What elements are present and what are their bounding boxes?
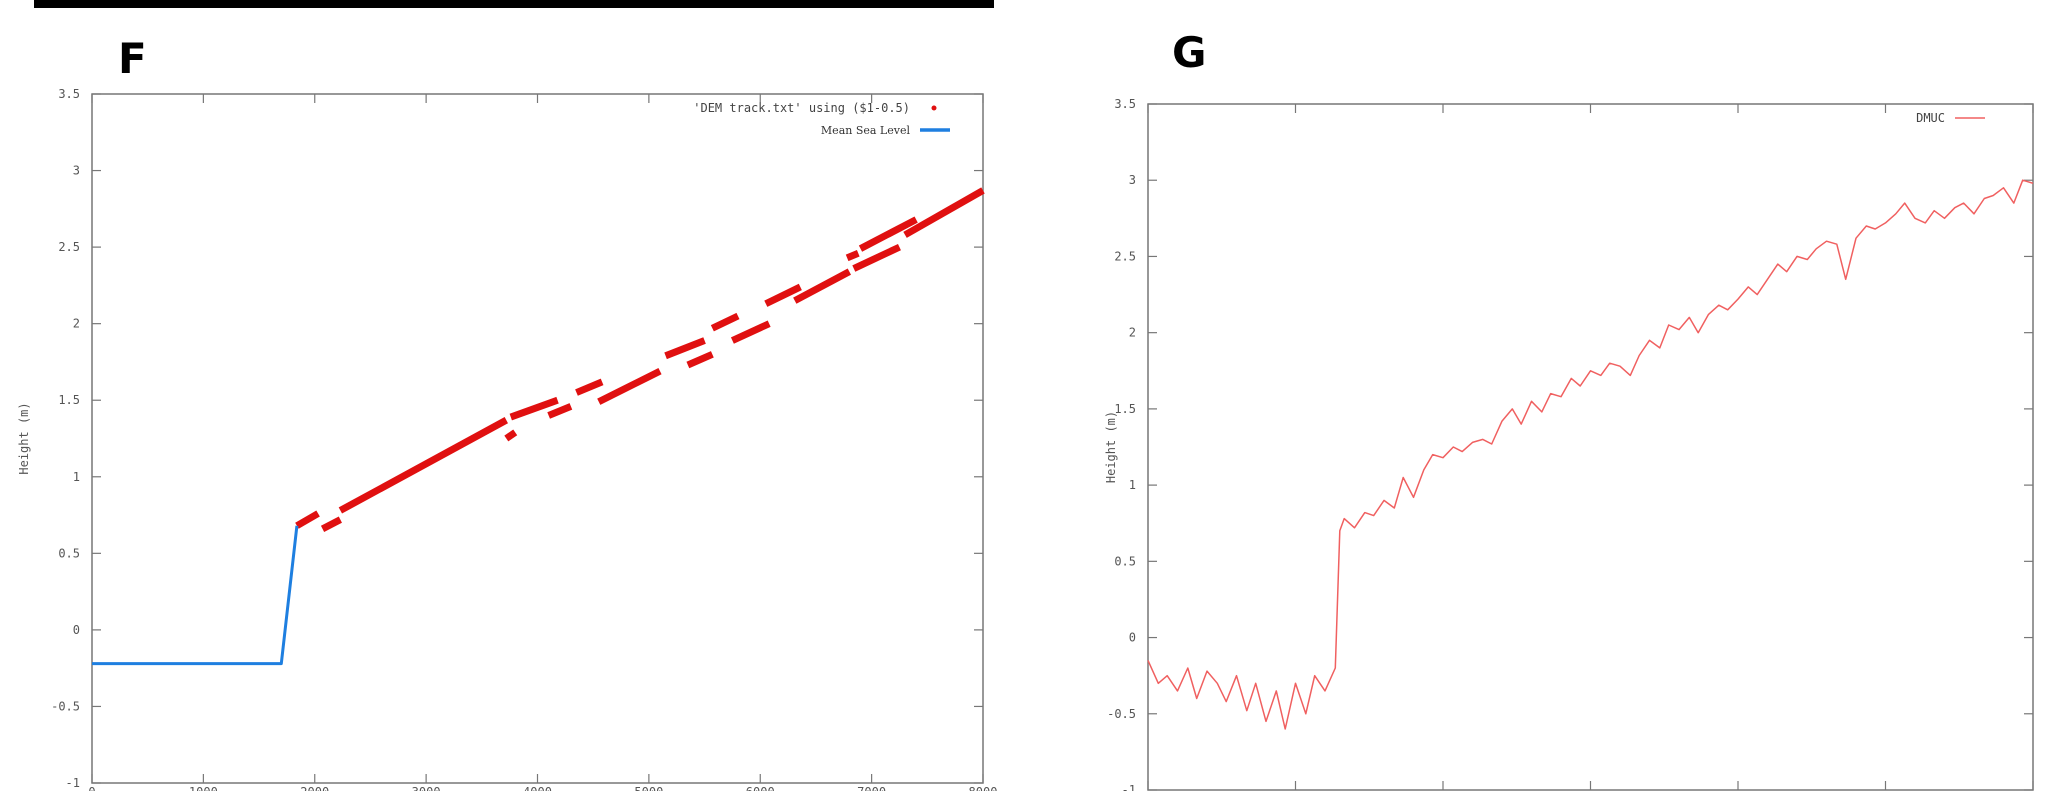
data-segment (764, 283, 802, 307)
data-segment (903, 187, 985, 238)
data-segment (664, 337, 706, 360)
chart-g: -1 -0.5 0 0.5 1 1.5 2 2.5 3 3.5 Height (m) DMUC (1104, 97, 2034, 791)
panel-letter-f: F (118, 34, 147, 83)
x-tick-label: 7000 (857, 785, 886, 791)
y-tick-label: 3 (73, 164, 80, 178)
data-segment (504, 429, 518, 442)
y-tick-label: 2 (73, 317, 80, 331)
y-tick-label: 2 (1129, 326, 1136, 340)
plot-frame (1147, 103, 2034, 791)
data-segment (852, 243, 901, 272)
series-line (92, 525, 299, 666)
data-segment (575, 378, 604, 396)
y-tick-label: 0.5 (1114, 554, 1136, 568)
y-tick-label: -1 (1122, 783, 1136, 791)
y-tick-label: -0.5 (1107, 707, 1136, 721)
data-segment (793, 268, 851, 304)
data-segment (686, 351, 714, 369)
data-segment (295, 510, 320, 529)
y-tick-label: 0.5 (58, 546, 80, 560)
data-segment (858, 216, 918, 252)
legend-marker (931, 105, 937, 111)
y-tick-label: 1 (1129, 478, 1136, 492)
y-tick-label: 0 (1129, 631, 1136, 645)
y-tick-label: -1 (66, 776, 80, 790)
x-tick-label: 3000 (412, 785, 441, 791)
y-tick-label: 3 (1129, 173, 1136, 187)
x-tick-label: 8000 (969, 785, 998, 791)
series-line (1147, 179, 2034, 730)
y-axis-label: Height (m) (1104, 411, 1118, 483)
x-tick-label: 4000 (523, 785, 552, 791)
data-segment (730, 320, 771, 344)
x-tick-label: 6000 (746, 785, 775, 791)
data-segment (509, 396, 559, 421)
top-rule (34, 0, 994, 8)
y-tick-label: 0 (73, 623, 80, 637)
x-tick-label: 5000 (634, 785, 663, 791)
y-tick-label: 1.5 (1114, 402, 1136, 416)
chart-f: -1 -0.5 0 0.5 1 1.5 2 2.5 3 3.5 0 1000 2000 3000 4000 5… (17, 87, 997, 791)
x-tick-label: 2000 (300, 785, 329, 791)
data-segment (338, 417, 508, 514)
legend-label: DMUC (1916, 111, 1945, 125)
y-axis-label: Height (m) (17, 402, 31, 474)
panel-letter-g: G (1172, 28, 1207, 77)
legend-label: 'DEM track.txt' using ($1-0.5) (693, 101, 910, 115)
legend-label: Mean Sea Level (821, 124, 911, 137)
data-segment (320, 516, 342, 532)
plot-frame (91, 93, 984, 784)
data-segment (845, 249, 860, 262)
y-tick-label: 2.5 (1114, 249, 1136, 263)
y-tick-label: 2.5 (58, 240, 80, 254)
y-tick-label: 3.5 (58, 87, 80, 101)
y-tick-label: 3.5 (1114, 97, 1136, 111)
data-segment (547, 403, 573, 419)
x-tick-label: 1000 (189, 785, 218, 791)
y-tick-label: -0.5 (51, 699, 80, 713)
y-tick-label: 1 (73, 470, 80, 484)
data-segment (710, 312, 740, 332)
x-tick-label: 0 (88, 785, 95, 791)
y-tick-label: 1.5 (58, 393, 80, 407)
data-segment (597, 368, 662, 405)
